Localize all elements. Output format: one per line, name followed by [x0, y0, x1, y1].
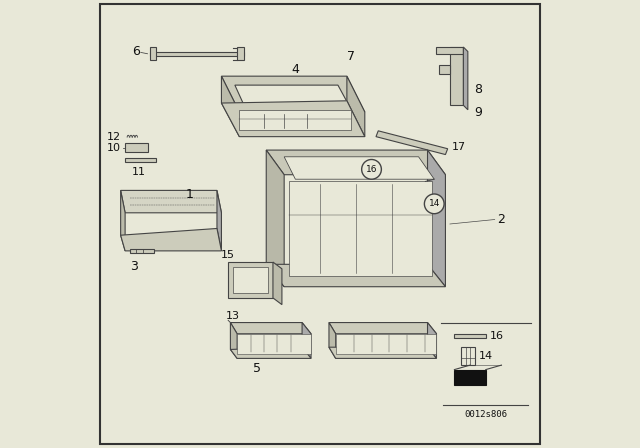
Text: 0012s806: 0012s806	[464, 410, 508, 419]
Text: 2: 2	[497, 213, 505, 226]
Polygon shape	[454, 370, 486, 385]
Polygon shape	[376, 131, 448, 155]
Text: 14: 14	[429, 199, 440, 208]
Text: 11: 11	[132, 167, 145, 177]
Polygon shape	[125, 158, 157, 162]
Text: 6: 6	[132, 45, 140, 58]
Polygon shape	[266, 150, 284, 287]
Polygon shape	[221, 76, 239, 137]
Polygon shape	[329, 347, 436, 358]
Polygon shape	[428, 323, 436, 358]
Polygon shape	[228, 262, 273, 298]
Text: 4: 4	[291, 63, 300, 76]
Polygon shape	[347, 76, 365, 137]
Polygon shape	[329, 323, 336, 358]
Polygon shape	[121, 190, 221, 213]
Polygon shape	[121, 190, 125, 251]
Text: 16: 16	[490, 331, 504, 341]
Polygon shape	[273, 262, 282, 305]
Text: 16: 16	[366, 165, 377, 174]
Text: 14: 14	[479, 351, 493, 361]
Polygon shape	[221, 101, 365, 137]
Polygon shape	[230, 323, 311, 334]
Text: 1: 1	[186, 188, 194, 202]
Circle shape	[362, 159, 381, 179]
Text: 17: 17	[452, 142, 467, 152]
Circle shape	[231, 323, 237, 329]
Text: 3: 3	[130, 260, 138, 273]
Polygon shape	[237, 334, 311, 354]
Polygon shape	[454, 334, 486, 338]
Polygon shape	[428, 150, 445, 287]
Polygon shape	[221, 76, 365, 112]
Polygon shape	[266, 150, 445, 175]
Polygon shape	[233, 267, 269, 293]
Polygon shape	[239, 110, 351, 130]
Circle shape	[424, 194, 444, 214]
Polygon shape	[237, 47, 244, 60]
Polygon shape	[125, 143, 148, 152]
Polygon shape	[230, 323, 237, 358]
Polygon shape	[235, 85, 351, 110]
Polygon shape	[461, 347, 475, 365]
Polygon shape	[289, 181, 432, 276]
Text: 7: 7	[348, 49, 355, 63]
Polygon shape	[450, 47, 463, 105]
Polygon shape	[130, 249, 154, 253]
Text: 8: 8	[475, 83, 483, 96]
Text: 15: 15	[221, 250, 235, 260]
Circle shape	[451, 66, 462, 77]
Polygon shape	[217, 190, 221, 251]
Polygon shape	[463, 47, 468, 110]
Polygon shape	[329, 323, 436, 334]
Polygon shape	[150, 47, 157, 60]
Polygon shape	[150, 52, 244, 56]
Polygon shape	[284, 157, 435, 179]
Text: 5: 5	[253, 362, 261, 375]
Polygon shape	[439, 65, 450, 74]
Text: 10: 10	[107, 143, 121, 153]
Polygon shape	[266, 264, 445, 287]
Text: 13: 13	[226, 311, 240, 321]
Text: 12: 12	[106, 132, 121, 142]
Polygon shape	[436, 47, 463, 54]
Polygon shape	[121, 228, 221, 251]
Polygon shape	[336, 334, 436, 354]
Text: 9: 9	[475, 105, 483, 119]
Polygon shape	[302, 323, 311, 358]
Polygon shape	[230, 347, 311, 358]
